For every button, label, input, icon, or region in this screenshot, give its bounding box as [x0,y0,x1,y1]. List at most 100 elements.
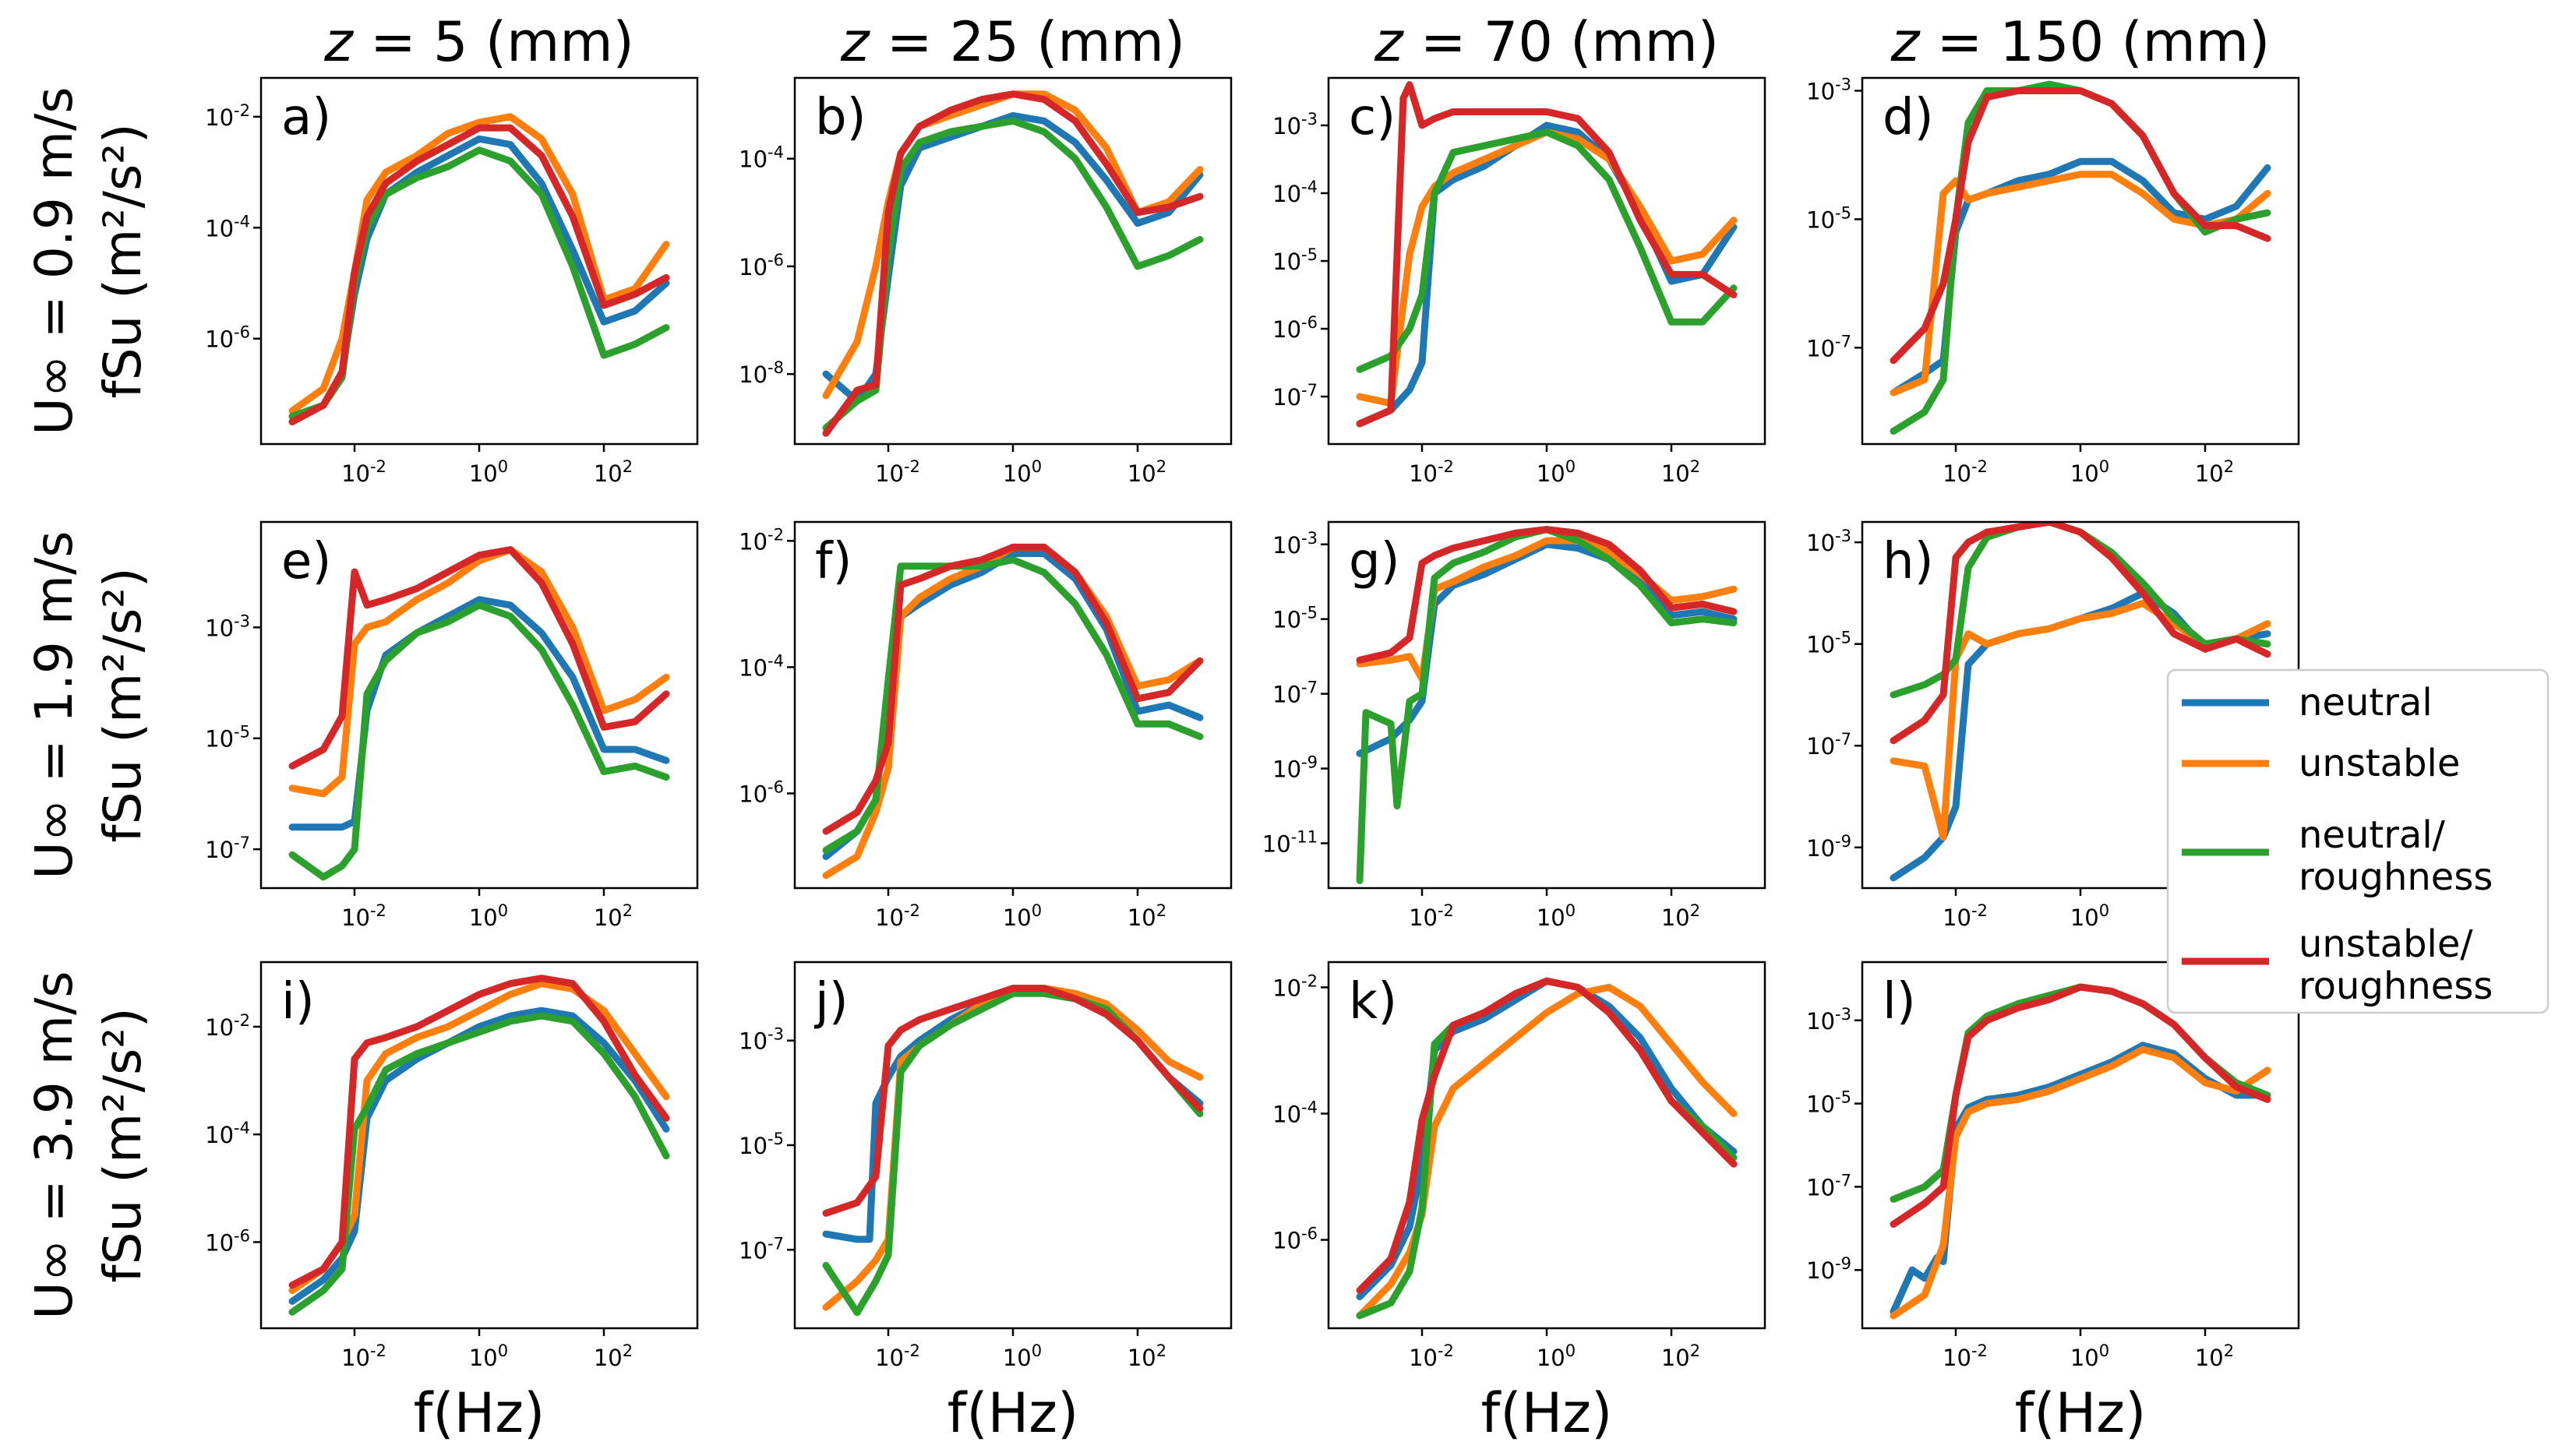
series-line-neutral-roughness [288,146,670,420]
x-tick-label: 102 [1127,457,1166,487]
y-tick-label: 10-3 [739,1025,784,1055]
y-tick-label: 10-5 [1806,1088,1851,1118]
x-axis-label: f(Hz) [2015,1381,2147,1445]
y-tick-label: 10-5 [1272,604,1318,633]
x-tick-label: 102 [1661,457,1700,487]
x-tick-label: 102 [1127,901,1166,931]
panel-c: 10-2 100 102 10-7 10-6 10-5 10-4 10-3 c) [1272,76,1766,487]
x-tick-label: 10-2 [341,457,386,487]
series-line-unstable [288,546,670,798]
legend-label: neutral [2299,681,2433,724]
column-title: z = 70 (mm) [1374,10,1719,74]
x-tick-label: 10-2 [341,1341,386,1371]
panel-letter: c) [1349,89,1396,146]
series-group [822,543,1204,880]
series-line-neutral-roughness [822,556,1204,854]
series-line-neutral [288,135,670,420]
y-tick-label: 10-2 [205,1011,250,1041]
y-tick-label: 10-6 [739,251,784,280]
panel-j: 10-2 100 102 10-7 10-5 10-3 j) [739,961,1233,1371]
y-tick-label: 10-6 [205,323,250,353]
series-line-unstable-roughness [822,90,1204,437]
x-tick-label: 10-2 [875,901,920,931]
y-tick-label: 10-7 [1272,381,1318,411]
y-tick-label: 10-7 [1272,679,1318,708]
row-speed-label: U∞ = 0.9 m/s [24,86,84,435]
panel-letter: d) [1883,89,1934,146]
x-tick-label: 10-2 [1409,901,1454,931]
y-tick-label: 10-6 [739,777,784,807]
x-tick-label: 102 [1661,1341,1700,1371]
y-tick-label: 10-7 [205,834,250,863]
panel-l: 10-2 100 102 10-9 10-7 10-5 10-3 l) [1806,961,2300,1371]
series-line-unstable-roughness [822,543,1204,835]
legend-label: neutral/ [2299,813,2446,857]
x-tick-label: 100 [1003,457,1042,487]
x-tick-label: 100 [2070,901,2109,931]
column-title: z = 25 (mm) [840,10,1185,74]
series-line-neutral [822,550,1204,860]
series-group [1890,983,2271,1320]
series-line-unstable-roughness [1356,81,1738,428]
x-tick-label: 102 [1661,901,1700,931]
panel-f: 10-2 100 102 10-6 10-4 10-2 f) [739,520,1233,931]
y-tick-label: 10-6 [1272,1225,1318,1254]
panel-d: 10-2 100 102 10-7 10-5 10-3 d) [1806,75,2300,487]
panel-i: 10-2 100 102 10-6 10-4 10-2 i) [205,961,699,1371]
y-tick-label: 10-3 [1806,75,1851,104]
series-group [1356,977,1738,1320]
series-line-neutral [1356,541,1738,757]
row-ylabel: fSu (m²/s²) [93,1007,153,1282]
series-line-neutral-roughness [1356,129,1738,373]
series-line-unstable-roughness [1890,87,2271,365]
x-tick-label: 102 [594,901,633,931]
y-tick-label: 10-6 [1272,313,1318,343]
x-tick-label: 100 [2070,457,2109,487]
y-tick-label: 10-5 [1806,203,1851,233]
series-line-unstable-roughness [1356,526,1738,664]
panel-letter: g) [1349,533,1400,591]
y-tick-label: 10-9 [1806,1254,1851,1284]
x-tick-label: 102 [2195,457,2234,487]
x-tick-label: 10-2 [875,1341,920,1371]
row-labels: U∞ = 0.9 m/s fSu (m²/s²)U∞ = 1.9 m/s fSu (… [24,86,153,1319]
legend-label: unstable/ [2299,922,2473,966]
series-line-neutral-roughness [288,601,670,881]
series-group [822,985,1204,1317]
x-tick-label: 100 [1537,1341,1576,1371]
row-speed-label: U∞ = 3.9 m/s [24,971,84,1319]
series-line-neutral [1356,977,1738,1300]
x-tick-label: 100 [1537,901,1576,931]
panel-letter: f) [815,533,852,591]
y-tick-label: 10-6 [205,1226,250,1256]
series-group [1356,526,1738,884]
series-group [288,546,670,881]
x-tick-label: 102 [1127,1341,1166,1371]
y-tick-label: 10-8 [739,358,784,388]
column-title: z = 5 (mm) [323,10,634,74]
x-tick-label: 102 [594,457,633,487]
x-tick-label: 10-2 [1943,457,1988,487]
y-tick-label: 10-4 [1272,178,1318,207]
series-line-unstable-roughness [822,985,1204,1217]
row-ylabel: fSu (m²/s²) [93,567,153,842]
panel-b: 10-2 100 102 10-8 10-6 10-4 b) [739,76,1233,487]
y-tick-label: 10-2 [205,101,250,131]
series-group [822,90,1204,437]
x-axis-label: f(Hz) [1481,1381,1613,1445]
x-tick-label: 10-2 [1409,457,1454,487]
series-line-unstable [1890,1045,2271,1320]
series-group [288,113,670,425]
series-group [1890,80,2271,435]
series-line-neutral [288,596,670,831]
legend-box [2166,668,2550,1014]
row-ylabel: fSu (m²/s²) [93,123,153,398]
y-tick-label: 10-5 [205,723,250,753]
panel-k: 10-2 100 102 10-6 10-4 10-2 k) [1272,961,1766,1371]
y-tick-label: 10-3 [1806,1005,1851,1035]
y-tick-label: 10-7 [1806,332,1851,361]
series-group [1356,81,1738,428]
